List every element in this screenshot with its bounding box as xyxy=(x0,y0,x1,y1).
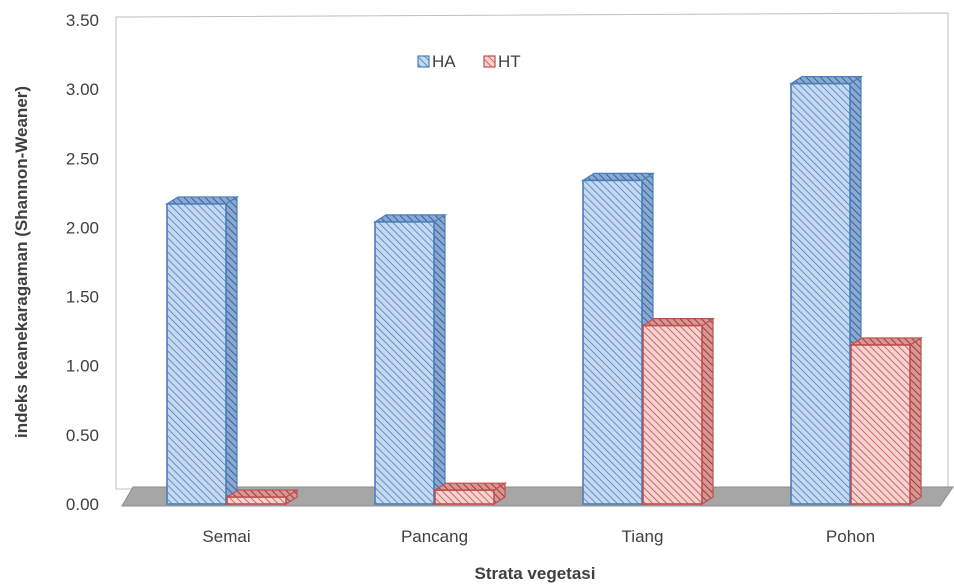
bar-front xyxy=(642,324,703,505)
bar-side xyxy=(433,213,446,506)
bar-ht-tiang xyxy=(640,317,716,506)
bar-ht-pohon xyxy=(848,336,924,506)
y-axis-ticks: 0.00 0.50 1.00 1.50 2.00 2.50 3.00 3.50 xyxy=(66,11,99,514)
chart-floor xyxy=(121,486,954,507)
bar-ha-semai xyxy=(164,195,240,506)
x-tick-label: Pancang xyxy=(401,527,468,546)
y-tick-label: 1.50 xyxy=(66,288,99,307)
legend-label: HA xyxy=(432,52,456,71)
x-axis-ticks: Semai Pancang Tiang Pohon xyxy=(202,527,875,546)
bar-front xyxy=(226,496,287,505)
legend-item-ha: HA xyxy=(417,52,456,71)
legend-swatch xyxy=(417,55,430,68)
y-tick-label: 0.50 xyxy=(66,426,99,445)
bar-side xyxy=(701,317,714,506)
legend-swatch xyxy=(483,55,496,68)
bar-ht-semai xyxy=(224,488,300,506)
bar-top xyxy=(640,318,716,327)
bar-ha-pancang xyxy=(372,213,448,506)
x-axis-title: Strata vegetasi xyxy=(475,564,596,583)
bar-top xyxy=(432,482,508,491)
x-tick-label: Semai xyxy=(202,527,250,546)
bar-front xyxy=(166,203,227,505)
y-tick-label: 2.50 xyxy=(66,149,99,168)
bar-front xyxy=(434,489,495,505)
bar-side xyxy=(225,195,238,506)
x-tick-label: Pohon xyxy=(826,527,875,546)
bar-front xyxy=(374,221,435,505)
bar-front xyxy=(850,344,911,505)
legend-item-ht: HT xyxy=(483,52,521,71)
y-tick-label: 3.00 xyxy=(66,80,99,99)
bar-top xyxy=(848,337,924,346)
x-tick-label: Tiang xyxy=(622,527,664,546)
bar-top xyxy=(580,172,656,182)
bar-front xyxy=(790,82,851,505)
y-tick-label: 2.00 xyxy=(66,218,99,237)
bars-group xyxy=(164,75,924,506)
y-tick-label: 3.50 xyxy=(66,11,99,30)
bar-side xyxy=(909,336,922,506)
bar-top xyxy=(788,76,864,85)
y-tick-label: 0.00 xyxy=(66,495,99,514)
bar-top xyxy=(164,196,240,205)
legend-label: HT xyxy=(498,52,521,71)
bar-top xyxy=(224,489,300,498)
legend: HA HT xyxy=(417,52,521,71)
bar-top xyxy=(372,214,448,223)
y-axis-title: indeks keanekaragaman (Shannon-Weaner) xyxy=(12,86,31,438)
y-tick-label: 1.00 xyxy=(66,357,99,376)
bar-ht-pancang xyxy=(432,482,508,506)
bar-front xyxy=(582,179,643,505)
